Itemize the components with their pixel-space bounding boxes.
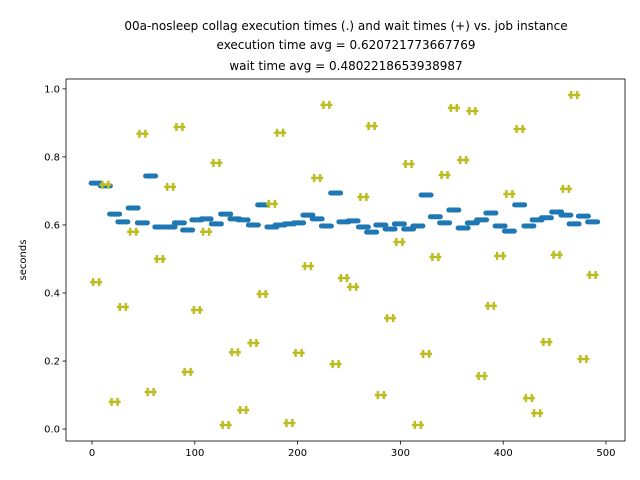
wait-marker: [237, 406, 250, 415]
wait-marker: [200, 227, 213, 236]
wait-marker: [210, 159, 223, 168]
y-tick-label: 0.0: [44, 425, 60, 436]
wait-marker: [411, 421, 424, 430]
y-axis-label: seconds: [18, 240, 29, 281]
wait-marker: [393, 237, 406, 246]
wait-marker: [550, 250, 563, 259]
chart-subtitle: execution time avg = 0.620721773667769: [217, 38, 476, 52]
x-tick-label: 200: [288, 448, 307, 459]
wait-marker: [466, 106, 479, 115]
wait-marker: [337, 274, 350, 283]
wait-marker: [144, 388, 157, 397]
wait-marker: [256, 290, 269, 299]
wait-marker: [494, 251, 507, 260]
x-tick-label: 300: [391, 448, 410, 459]
wait-marker: [190, 306, 203, 315]
wait-marker: [540, 337, 553, 346]
chart-subtitle: wait time avg = 0.4802218653938987: [229, 59, 462, 73]
wait-marker: [365, 121, 378, 130]
wait-marker: [99, 180, 112, 189]
wait-marker: [522, 394, 535, 403]
wait-marker: [219, 421, 232, 430]
wait-marker: [265, 199, 278, 208]
wait-marker: [457, 155, 470, 164]
wait-marker: [577, 355, 590, 364]
y-tick-label: 0.6: [44, 220, 60, 231]
wait-marker: [513, 125, 526, 134]
wait-marker: [116, 302, 129, 311]
wait-marker: [153, 254, 166, 263]
wait-marker: [320, 100, 333, 109]
wait-marker: [357, 193, 370, 202]
wait-marker: [274, 128, 287, 137]
x-tick-label: 500: [596, 448, 615, 459]
wait-marker: [127, 227, 140, 236]
wait-marker: [374, 391, 387, 400]
y-tick-label: 0.2: [44, 357, 60, 368]
wait-marker: [429, 252, 442, 261]
x-tick-label: 100: [185, 448, 204, 459]
wait-marker: [559, 184, 572, 193]
x-tick-label: 400: [494, 448, 513, 459]
wait-marker: [228, 348, 241, 357]
y-tick-label: 0.4: [44, 289, 60, 300]
wait-marker: [503, 189, 516, 198]
wait-marker: [420, 349, 433, 358]
wait-marker: [90, 278, 103, 287]
plot-frame: [65, 78, 626, 442]
wait-marker: [586, 270, 599, 279]
wait-marker: [447, 103, 460, 112]
wait-marker: [531, 409, 544, 418]
wait-marker: [484, 301, 497, 310]
wait-marker: [402, 160, 415, 169]
wait-marker: [475, 372, 488, 381]
wait-marker: [301, 262, 314, 271]
wait-marker: [438, 170, 451, 179]
wait-marker: [181, 367, 194, 376]
chart-title: 00a-nosleep collag execution times (.) a…: [124, 19, 567, 33]
wait-marker: [311, 174, 324, 183]
wait-marker: [247, 339, 260, 348]
wait-marker: [384, 314, 397, 323]
y-tick-label: 1.0: [44, 84, 60, 95]
wait-marker: [568, 90, 581, 99]
wait-marker: [292, 348, 305, 357]
wait-marker: [108, 397, 121, 406]
wait-marker: [329, 360, 342, 369]
wait-marker: [283, 418, 296, 427]
x-tick-label: 0: [89, 448, 95, 459]
wait-marker: [136, 129, 149, 138]
y-tick-label: 0.8: [44, 152, 60, 163]
wait-marker: [164, 182, 177, 191]
wait-marker: [173, 122, 186, 131]
wait-marker: [347, 282, 360, 291]
